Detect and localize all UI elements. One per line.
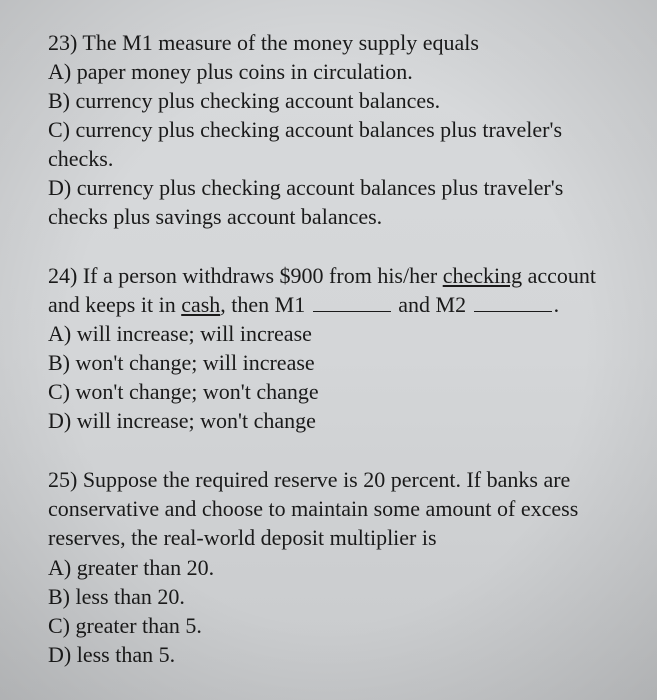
q24-blank-2 — [474, 293, 552, 313]
q25-stem-line1: 25) Suppose the required reserve is 20 p… — [48, 465, 615, 494]
q24-opt-b: B) won't change; will increase — [48, 348, 615, 377]
question-24: 24) If a person withdraws $900 from his/… — [48, 261, 615, 435]
question-23: 23) The M1 measure of the money supply e… — [48, 28, 615, 231]
q24-stem-l2b: , then M1 — [220, 292, 310, 317]
q24-opt-a: A) will increase; will increase — [48, 319, 615, 348]
q25-stem-line2: conservative and choose to maintain some… — [48, 494, 615, 523]
q24-stem-mid1: account — [522, 263, 596, 288]
q24-stem-l2c: and M2 — [393, 292, 472, 317]
q25-opt-c: C) greater than 5. — [48, 611, 615, 640]
q24-underline-checking: checking — [443, 263, 522, 288]
q25-opt-b: B) less than 20. — [48, 582, 615, 611]
q25-opt-a: A) greater than 20. — [48, 553, 615, 582]
quiz-content: 23) The M1 measure of the money supply e… — [0, 0, 657, 697]
q24-opt-c: C) won't change; won't change — [48, 377, 615, 406]
q23-stem: 23) The M1 measure of the money supply e… — [48, 28, 615, 57]
question-25: 25) Suppose the required reserve is 20 p… — [48, 465, 615, 668]
q23-opt-c-line2: checks. — [48, 144, 615, 173]
q24-stem-line2: and keeps it in cash, then M1 and M2 . — [48, 290, 615, 319]
q25-stem-line3: reserves, the real-world deposit multipl… — [48, 523, 615, 552]
q24-stem-l2a: and keeps it in — [48, 292, 181, 317]
q24-stem-pre: 24) If a person withdraws $900 from his/… — [48, 263, 443, 288]
q23-opt-a: A) paper money plus coins in circulation… — [48, 57, 615, 86]
q24-stem-l2d: . — [554, 292, 560, 317]
q25-opt-d: D) less than 5. — [48, 640, 615, 669]
q23-opt-b: B) currency plus checking account balanc… — [48, 86, 615, 115]
q23-opt-c-line1: C) currency plus checking account balanc… — [48, 115, 615, 144]
q23-opt-d-line2: checks plus savings account balances. — [48, 202, 615, 231]
q24-stem-line1: 24) If a person withdraws $900 from his/… — [48, 261, 615, 290]
q23-opt-d-line1: D) currency plus checking account balanc… — [48, 173, 615, 202]
q24-underline-cash: cash — [181, 292, 220, 317]
q24-opt-d: D) will increase; won't change — [48, 406, 615, 435]
q24-blank-1 — [313, 293, 391, 313]
